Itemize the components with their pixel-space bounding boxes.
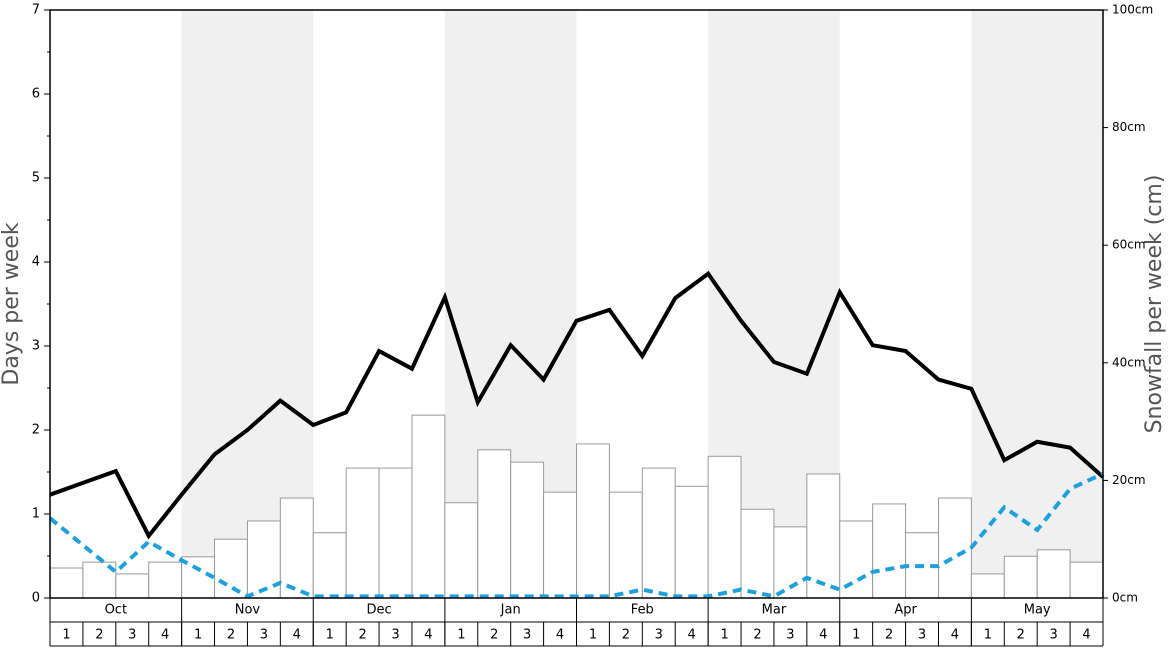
x-tick-label: 2 (227, 628, 235, 643)
x-tick-label: 3 (655, 628, 663, 643)
month-label: Mar (762, 603, 787, 618)
bar (641, 467, 676, 599)
bar (378, 467, 413, 599)
x-tick-label: 3 (523, 628, 531, 643)
bar (872, 503, 907, 599)
bar (510, 461, 545, 599)
bar (214, 538, 248, 599)
x-tick-label: 3 (1050, 628, 1058, 643)
y2-tick-label: 100cm (1112, 3, 1153, 17)
y-tick-label: 1 (32, 507, 40, 522)
y2-tick-label: 80cm (1112, 120, 1146, 134)
x-tick-label: 1 (326, 628, 334, 643)
y2-axis-title: Snowfall per week (cm) (1142, 175, 1167, 434)
x-tick-label: 1 (984, 628, 992, 643)
x-tick-label: 4 (951, 628, 959, 643)
bar (576, 443, 610, 599)
x-tick-label: 1 (852, 628, 860, 643)
bar (1036, 549, 1071, 599)
line (48, 471, 1104, 599)
y-axis-title: Days per week (0, 222, 24, 385)
x-tick-label: 4 (819, 628, 827, 643)
x-tick-label: 2 (622, 628, 630, 643)
bar (345, 467, 380, 599)
bar (608, 491, 643, 599)
y-tick-label: 2 (32, 423, 40, 438)
bar (543, 491, 577, 599)
x-tick-label: 3 (391, 628, 399, 643)
x-tick-label: 2 (490, 628, 498, 643)
y-tick-label: 6 (32, 87, 40, 102)
y2-tick-label: 40cm (1112, 355, 1146, 369)
y2-tick-label: 60cm (1112, 238, 1146, 252)
x-tick-label: 2 (95, 628, 103, 643)
x-tick-label: 2 (885, 628, 893, 643)
x-tick-label: 1 (720, 628, 728, 643)
bar (148, 561, 183, 599)
x-tick-label: 2 (358, 628, 366, 643)
x-tick-label: 4 (556, 628, 564, 643)
line (49, 270, 1105, 540)
y-tick-label: 3 (32, 339, 40, 354)
bar (937, 497, 972, 599)
bar (970, 573, 1005, 599)
x-tick-label: 3 (260, 628, 268, 643)
y2-tick-label: 20cm (1112, 473, 1146, 487)
bar (707, 455, 742, 599)
bar (477, 449, 512, 599)
x-tick-label: 4 (161, 628, 169, 643)
month-label: Oct (105, 603, 127, 618)
x-tick-label: 1 (194, 628, 202, 643)
y2-tick-label: 0cm (1112, 591, 1138, 605)
x-tick-label: 4 (293, 628, 301, 643)
x-tick-label: 2 (753, 628, 761, 643)
bar (312, 532, 347, 599)
y-tick-label: 0 (32, 591, 40, 606)
bar (740, 508, 775, 599)
month-label: May (1024, 603, 1051, 618)
month-label: Feb (631, 603, 654, 618)
month-shade (971, 10, 1103, 598)
x-tick-label: 4 (1082, 628, 1090, 643)
x-tick-label: 4 (688, 628, 696, 643)
x-tick-label: 3 (786, 628, 794, 643)
bar (1003, 555, 1038, 599)
bar (411, 414, 446, 599)
x-tick-label: 2 (1017, 628, 1025, 643)
x-tick-label: 3 (918, 628, 926, 643)
y-tick-label: 4 (32, 255, 40, 270)
y-tick-label: 7 (32, 3, 40, 18)
x-tick-label: 4 (424, 628, 432, 643)
month-label: Apr (894, 603, 917, 618)
y-tick-label: 5 (32, 171, 40, 186)
month-label: Jan (500, 603, 521, 618)
month-label: Dec (366, 603, 391, 618)
bar (115, 573, 150, 599)
bar (806, 473, 841, 599)
month-label: Nov (235, 603, 261, 618)
bar (674, 485, 709, 599)
x-tick-label: 1 (589, 628, 597, 643)
x-tick-label: 3 (128, 628, 136, 643)
bar (1069, 561, 1104, 599)
x-tick-label: 1 (457, 628, 465, 643)
x-tick-label: 1 (62, 628, 70, 643)
bar (279, 497, 314, 599)
bar (49, 567, 84, 599)
bar (444, 502, 479, 599)
